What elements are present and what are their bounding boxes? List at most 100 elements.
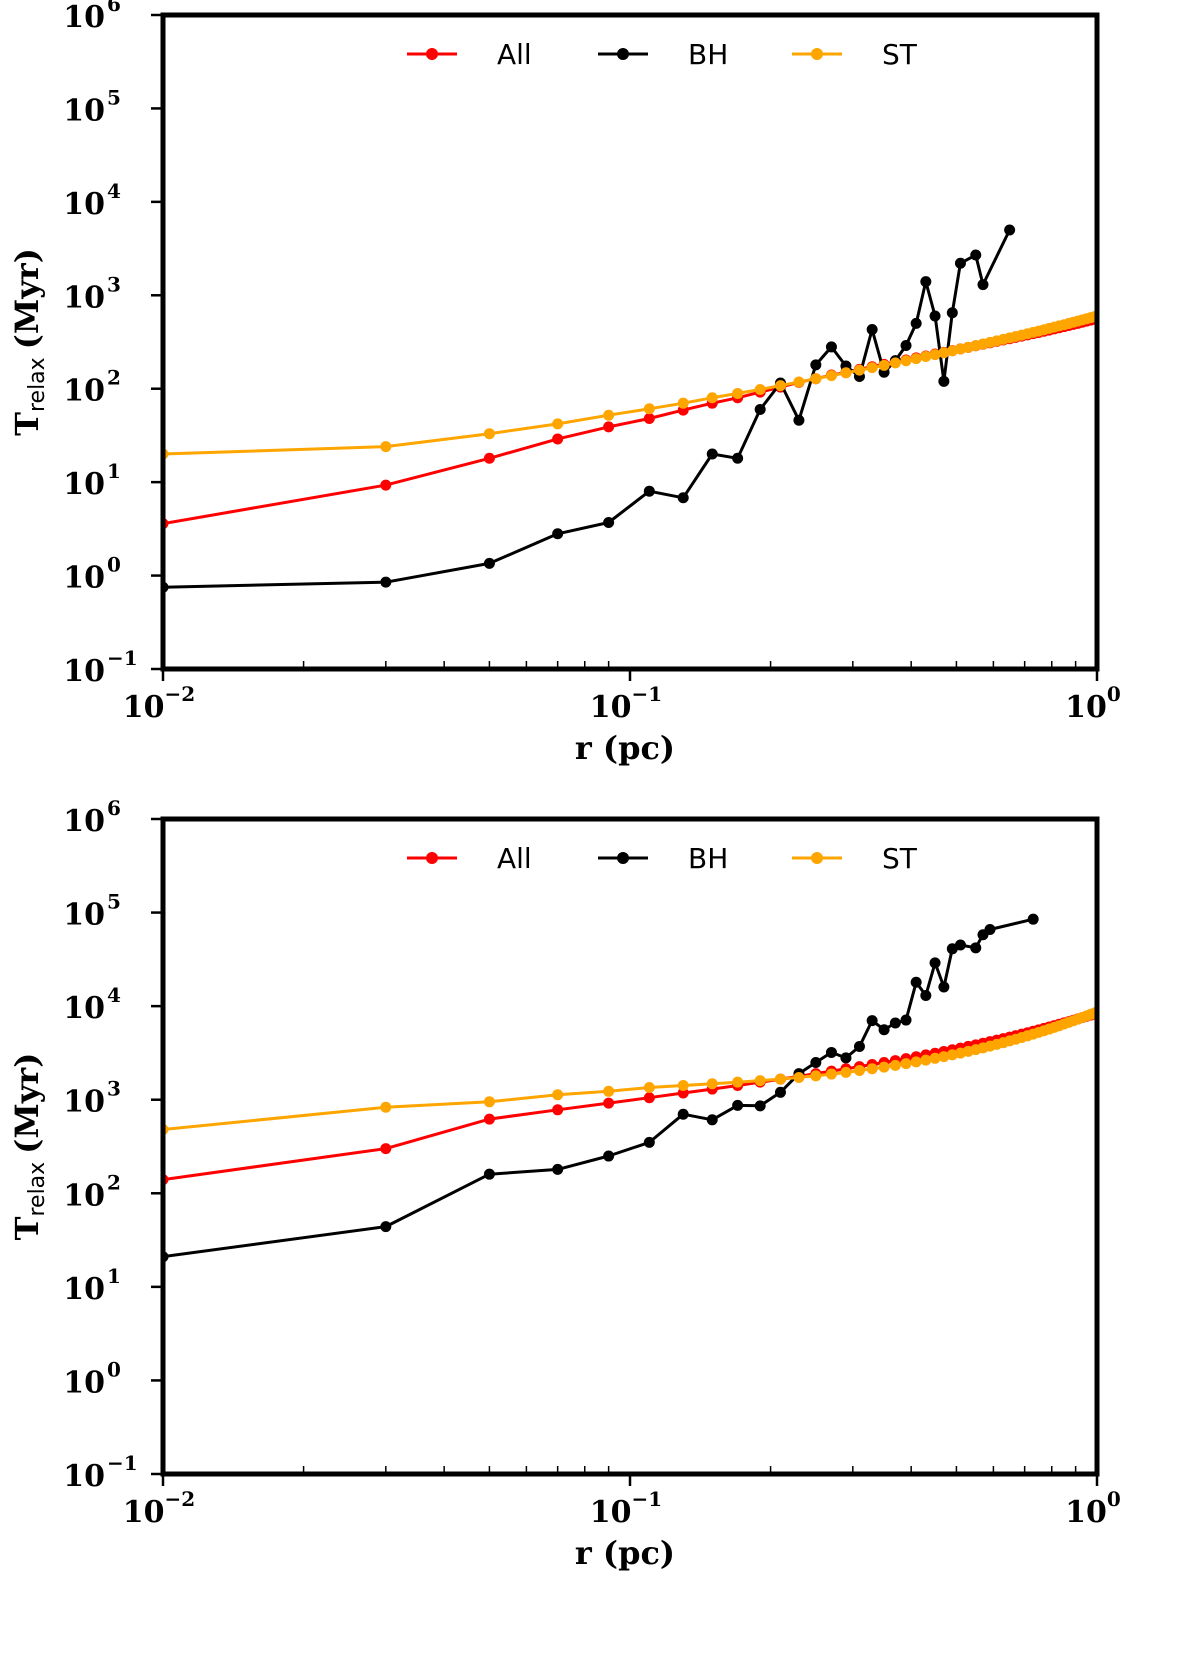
y-tick-exponent: 2 (107, 366, 121, 390)
y-tick-label: 10 4 (63, 983, 121, 1026)
data-point-all (677, 1087, 689, 1099)
data-point-bh (929, 310, 941, 322)
legend-swatch-marker (811, 48, 823, 60)
x-tick-exponent: −1 (632, 682, 663, 706)
y-tick-label: 10 0 (63, 553, 121, 596)
data-point-bh (954, 257, 966, 269)
data-point-st (900, 355, 912, 367)
y-tick-label: 10 −1 (63, 1451, 137, 1494)
y-tick-label: 10 6 (63, 796, 121, 839)
y-axis-label-subscript: relax (25, 1162, 50, 1217)
plot-area (163, 224, 1097, 593)
data-point-st (878, 359, 890, 371)
y-tick-label: 10 −1 (63, 646, 137, 689)
y-axis-label-unit: (Myr) (8, 248, 46, 349)
legend-item-bh: BH (598, 842, 728, 875)
data-point-bh (483, 557, 495, 569)
data-point-bh (603, 1150, 615, 1162)
y-tick-base: 10 (63, 1272, 105, 1307)
data-point-st (825, 1068, 837, 1080)
y-tick-label: 10 6 (63, 0, 121, 35)
data-point-st (483, 428, 495, 440)
legend-item-bh: BH (598, 38, 728, 71)
series-line-bh (163, 917, 1034, 1259)
data-point-bh (920, 276, 932, 288)
y-tick-base: 10 (63, 991, 105, 1026)
data-point-st (732, 1076, 744, 1088)
data-point-st (677, 1079, 689, 1091)
y-tick-exponent: 1 (107, 1264, 121, 1288)
data-point-bh (643, 1136, 655, 1148)
data-point-bh (774, 1086, 786, 1098)
x-tick-exponent: 0 (1107, 682, 1121, 706)
x-tick-base: 10 (590, 690, 632, 725)
y-tick-base: 10 (63, 561, 105, 596)
legend-label: ST (882, 842, 918, 875)
data-point-bh (889, 1017, 901, 1029)
y-tick-label: 10 5 (63, 890, 121, 933)
y-tick-base: 10 (63, 1085, 105, 1120)
x-tick-base: 10 (590, 1495, 632, 1530)
series-line-bh (163, 229, 1011, 589)
data-point-all (483, 452, 495, 464)
x-tick-label: 100 (1065, 682, 1121, 725)
y-tick-base: 10 (63, 280, 105, 315)
data-point-st (380, 441, 392, 453)
y-tick-label: 10 0 (63, 1357, 121, 1400)
x-tick-base: 10 (1065, 1495, 1107, 1530)
x-tick-label: 10−2 (123, 682, 195, 725)
data-point-bh (910, 317, 922, 329)
data-point-st (677, 397, 689, 409)
data-point-st (910, 1056, 922, 1068)
data-point-bh (825, 341, 837, 353)
y-tick-base: 10 (63, 374, 105, 409)
legend-label: All (497, 38, 532, 71)
y-tick-exponent: −1 (107, 1451, 138, 1475)
data-point-st (552, 1089, 564, 1101)
data-point-st (754, 384, 766, 396)
data-point-all (380, 479, 392, 491)
data-point-st (920, 1054, 932, 1066)
legend-item-st: ST (792, 842, 918, 875)
data-point-bh (866, 324, 878, 336)
data-point-st (706, 1078, 718, 1090)
data-point-bh (810, 359, 822, 371)
data-point-st (853, 364, 865, 376)
y-axis-label-main: T (8, 1216, 46, 1240)
y-tick-exponent: 0 (107, 553, 121, 577)
x-tick-base: 10 (1065, 690, 1107, 725)
legend-item-all: All (407, 38, 532, 71)
y-tick-exponent: 4 (107, 179, 121, 203)
data-point-all (552, 1104, 564, 1116)
legend-item-st: ST (792, 38, 918, 71)
legend-swatch-marker (617, 48, 629, 60)
series-bh (163, 913, 1039, 1263)
data-point-bh (938, 375, 950, 387)
y-axis-label-unit: (Myr) (8, 1053, 46, 1154)
y-tick-label: 10 4 (63, 179, 121, 222)
data-point-st (793, 1071, 805, 1083)
y-tick-base: 10 (63, 1365, 105, 1400)
data-point-bh (825, 1046, 837, 1058)
data-point-bh (754, 403, 766, 415)
data-point-st (889, 357, 901, 369)
data-point-bh (910, 976, 922, 988)
data-point-st (938, 1051, 950, 1063)
x-tick-label: 10−2 (123, 1487, 195, 1530)
data-point-bh (900, 1014, 912, 1026)
y-tick-label: 10 1 (63, 1264, 121, 1307)
x-tick-label: 10−1 (590, 1487, 662, 1530)
data-point-bh (706, 448, 718, 460)
x-tick-exponent: −1 (632, 1487, 663, 1511)
legend: All BH ST (407, 38, 918, 71)
y-axis-label: Trelax (Myr) (8, 248, 50, 436)
data-point-all (603, 1097, 615, 1109)
y-tick-base: 10 (63, 1178, 105, 1213)
data-point-bh (603, 516, 615, 528)
data-point-bh (866, 1015, 878, 1027)
y-tick-exponent: −1 (107, 646, 138, 670)
y-tick-exponent: 6 (107, 0, 121, 16)
